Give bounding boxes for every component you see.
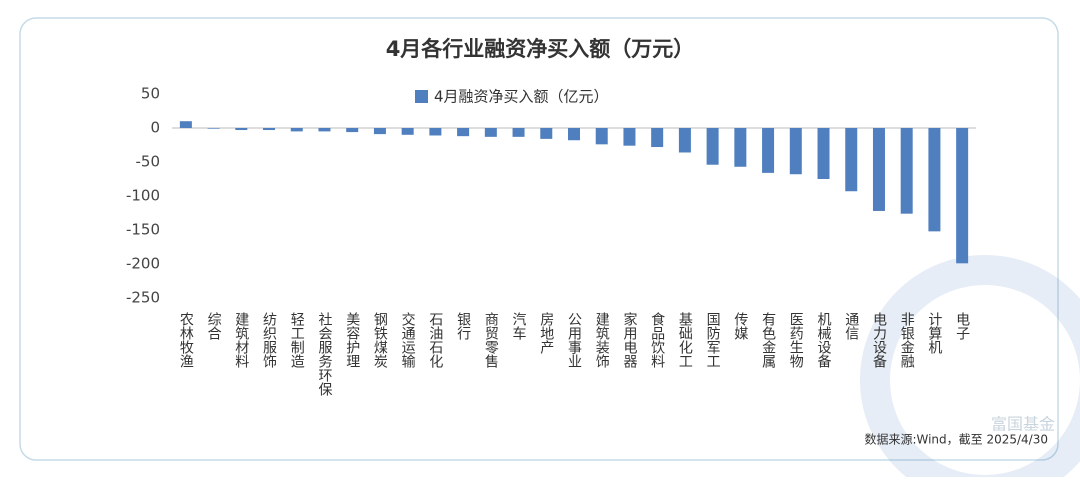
x-tick-label: 商贸零售 [483,312,499,368]
bar [762,128,775,173]
bar [789,128,802,175]
x-tick-label: 石油石化 [427,312,443,369]
x-tick-label: 有色金属 [760,312,776,368]
y-tick-label: 0 [150,119,160,137]
y-tick-label: -150 [126,221,160,239]
x-tick-label: 汽车 [511,312,527,340]
x-tick-label: 医药生物 [788,312,804,369]
bar [900,128,913,214]
x-tick-label: 农林牧渔 [178,312,194,368]
watermark: 富国基金 [991,415,1055,434]
bar [484,128,497,137]
x-tick-label: 食品饮料 [649,311,665,368]
x-tick-label: 建筑材料 [233,312,249,368]
x-tick-label: 综合 [206,312,222,340]
bar [401,128,414,135]
bar [734,128,747,167]
bar [928,128,941,232]
y-tick-label: -100 [126,187,160,205]
y-tick-label: -250 [126,289,160,307]
y-tick-label: 50 [141,85,160,103]
x-tick-label: 机械设备 [816,312,832,368]
chart-title: 4月各行业融资净买入额（万元） [386,37,695,61]
bar [595,128,608,145]
x-tick-label: 公用事业 [566,312,582,368]
bar [651,128,664,148]
x-tick-label: 房地产 [538,312,554,355]
x-tick-label: 通信 [843,312,859,340]
x-tick-label: 传媒 [732,312,748,340]
x-tick-label: 交通运输 [400,311,416,368]
bar [678,128,691,153]
y-tick-label: -50 [136,153,161,171]
card [19,17,1059,461]
bar [235,128,248,131]
x-tick-label: 国防军工 [705,312,721,368]
x-tick-label: 建筑装饰 [594,312,610,368]
bar [179,121,192,128]
bar [872,128,885,211]
bar [373,128,386,135]
x-tick-label: 银行 [455,312,471,341]
bar [457,128,470,137]
y-tick-label: -200 [126,255,160,273]
bar [207,128,220,129]
bar [706,128,719,165]
bar [346,128,359,133]
legend-swatch [415,90,428,103]
bar [956,128,969,264]
x-tick-label: 计算机 [926,312,942,355]
bar [845,128,858,192]
bar [290,128,303,132]
x-tick-label: 社会服务环保 [316,312,332,396]
bar [817,128,830,179]
x-tick-label: 非银金融 [899,312,915,368]
source-note: 数据来源:Wind，截至 2025/4/30 [864,432,1048,447]
x-tick-label: 轻工制造 [289,312,305,369]
bar [623,128,636,146]
bar [429,128,442,136]
x-tick-label: 家用电器 [621,311,637,368]
bar [568,128,580,141]
watermark-logo [860,255,1080,481]
x-tick-label: 电力设备 [871,312,887,368]
x-tick-label: 钢铁煤炭 [372,312,388,368]
bar [540,128,553,139]
x-tick-label: 纺织服饰 [261,312,277,368]
legend-label: 4月融资净买入额（亿元） [434,88,609,106]
x-tick-label: 电子 [954,312,970,340]
bar [318,128,331,132]
x-tick-label: 基础化工 [677,311,693,368]
bar [263,128,276,131]
bar [512,128,525,137]
x-tick-label: 美容护理 [344,312,360,368]
